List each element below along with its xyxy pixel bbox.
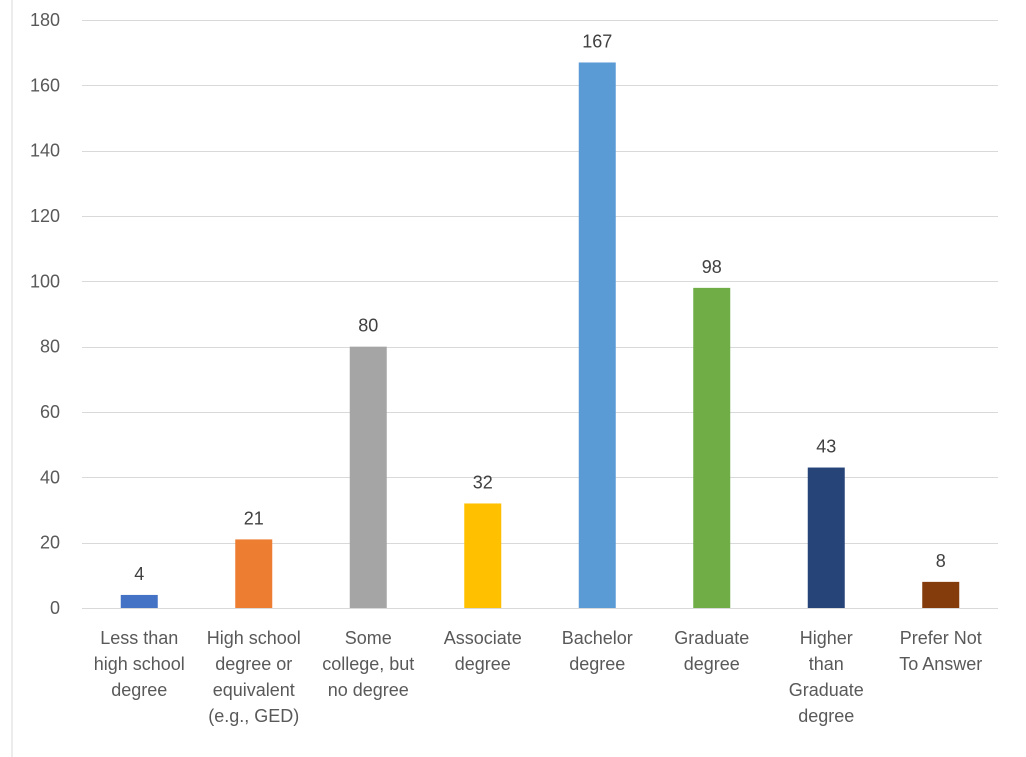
category-label-line: than: [809, 654, 844, 674]
category-label: Higher than Graduate degree: [789, 628, 864, 726]
data-label: 98: [702, 257, 722, 277]
category-label-line: Prefer Not: [900, 628, 982, 648]
category-label-line: Graduate: [789, 680, 864, 700]
category-label-line: Some: [345, 628, 392, 648]
data-label: 4: [134, 564, 144, 584]
data-label: 8: [936, 551, 946, 571]
y-tick-label: 140: [30, 141, 60, 161]
y-tick-label: 80: [40, 337, 60, 357]
category-label: Associate degree: [444, 628, 522, 674]
data-label: 167: [582, 31, 612, 51]
category-label: Graduate degree: [674, 628, 749, 674]
category-label: Less than high school degree: [94, 628, 185, 700]
category-label-line: college, but: [322, 654, 414, 674]
bar: [693, 287, 731, 608]
category-label-line: High school: [207, 628, 301, 648]
y-tick-label: 20: [40, 533, 60, 553]
category-label-line: no degree: [328, 680, 409, 700]
bar: [464, 503, 502, 608]
category-label-line: Associate: [444, 628, 522, 648]
y-tick-label: 180: [30, 10, 60, 30]
y-tick-label: 0: [50, 598, 60, 618]
data-label: 80: [358, 316, 378, 336]
y-tick-label: 100: [30, 271, 60, 291]
bar: [120, 594, 158, 608]
y-tick-label: 120: [30, 206, 60, 226]
category-label-line: degree: [684, 654, 740, 674]
category-label-line: Graduate: [674, 628, 749, 648]
bar: [807, 467, 845, 608]
bar: [578, 62, 616, 608]
y-tick-label: 160: [30, 75, 60, 95]
category-label: Bachelor degree: [562, 628, 633, 674]
category-label-line: degree: [111, 680, 167, 700]
y-tick-label: 40: [40, 467, 60, 487]
category-label: Some college, but no degree: [322, 628, 414, 700]
category-label: High school degree or equivalent (e.g., GED…: [207, 628, 301, 726]
bar: [349, 346, 387, 608]
bar: [922, 581, 960, 608]
data-label: 43: [816, 437, 836, 457]
bar: [235, 539, 273, 608]
category-label-line: Less than: [100, 628, 178, 648]
y-tick-label: 60: [40, 402, 60, 422]
category-label-line: Bachelor: [562, 628, 633, 648]
category-label-line: Higher: [800, 628, 853, 648]
category-label-line: (e.g., GED): [208, 706, 299, 726]
category-label-line: To Answer: [899, 654, 982, 674]
category-label-line: degree or: [215, 654, 292, 674]
category-label-line: degree: [798, 706, 854, 726]
category-label-line: degree: [455, 654, 511, 674]
data-label: 32: [473, 472, 493, 492]
category-label-line: equivalent: [213, 680, 295, 700]
category-label-line: high school: [94, 654, 185, 674]
category-label: Prefer Not To Answer: [899, 628, 982, 674]
data-label: 21: [244, 508, 264, 528]
category-label-line: degree: [569, 654, 625, 674]
